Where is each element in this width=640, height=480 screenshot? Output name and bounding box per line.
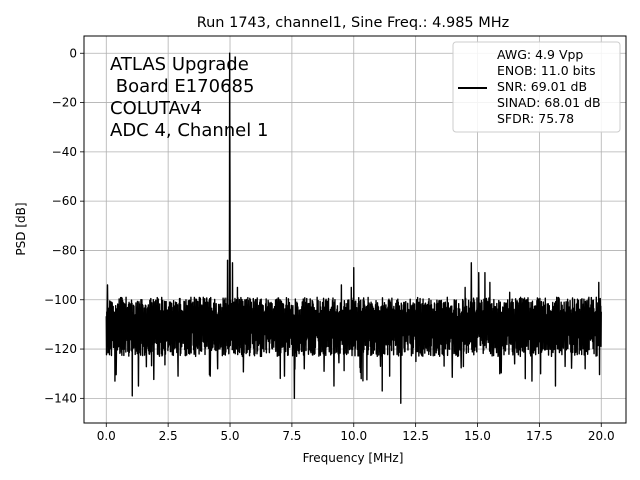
annotation-line: ADC 4, Channel 1 (110, 120, 268, 141)
psd-series-line (105, 52, 602, 404)
legend-line: AWG: 4.9 Vpp (497, 47, 583, 62)
x-axis: 0.0 2.5 5.0 7.5 10.0 12.5 15.0 17.5 20.0 (97, 423, 615, 443)
plot-area (105, 52, 602, 404)
x-tick-label: 20.0 (588, 429, 615, 443)
chart-title: Run 1743, channel1, Sine Freq.: 4.985 MH… (197, 15, 510, 31)
y-tick-label: 0 (69, 46, 77, 60)
y-tick-label: −20 (52, 96, 77, 110)
annotation-line: Board E170685 (110, 76, 254, 97)
x-axis-label: Frequency [MHz] (303, 451, 404, 465)
y-tick-label: −140 (44, 391, 77, 405)
y-tick-label: −40 (52, 145, 77, 159)
legend-line: SNR: 69.01 dB (497, 79, 587, 94)
x-tick-label: 2.5 (159, 429, 178, 443)
x-tick-label: 17.5 (526, 429, 553, 443)
y-axis: 0 −20 −40 −60 −80 −100 −120 −140 (44, 46, 84, 405)
legend-line: SFDR: 75.78 (497, 111, 574, 126)
x-tick-label: 0.0 (97, 429, 116, 443)
y-tick-label: −100 (44, 293, 77, 307)
axes-frame (83, 35, 627, 424)
y-tick-label: −80 (52, 243, 77, 257)
annotation-block: ATLAS Upgrade Board E170685 COLUTAv4 ADC… (110, 54, 268, 141)
x-tick-label: 15.0 (464, 429, 491, 443)
legend-box (452, 41, 621, 133)
legend-line: SINAD: 68.01 dB (497, 95, 601, 110)
x-tick-label: 10.0 (340, 429, 367, 443)
x-tick-label: 12.5 (402, 429, 429, 443)
legend: AWG: 4.9 Vpp ENOB: 11.0 bits SNR: 69.01 … (452, 41, 621, 133)
x-tick-label: 5.0 (220, 429, 239, 443)
y-tick-label: −120 (44, 342, 77, 356)
y-tick-label: −60 (52, 194, 77, 208)
annotation-line: COLUTAv4 (110, 98, 202, 119)
y-axis-label: PSD [dB] (14, 202, 28, 255)
x-tick-label: 7.5 (282, 429, 301, 443)
annotation-line: ATLAS Upgrade (110, 54, 249, 75)
legend-line: ENOB: 11.0 bits (497, 63, 595, 78)
